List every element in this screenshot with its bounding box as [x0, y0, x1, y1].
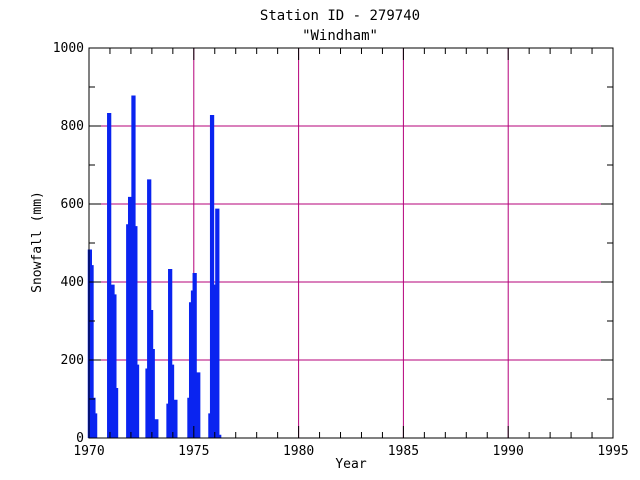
- x-tick-label: 1975: [178, 444, 209, 459]
- snowfall-bar: [173, 399, 178, 438]
- bar-series: [87, 95, 222, 438]
- y-tick-label: 200: [61, 353, 84, 368]
- x-tick-label: 1995: [597, 444, 628, 459]
- tick-marks: [88, 47, 614, 439]
- y-tick-label: 600: [61, 197, 84, 212]
- snowfall-bar: [134, 364, 140, 438]
- snowfall-bar: [154, 419, 159, 438]
- x-tick-label: 1985: [388, 444, 419, 459]
- plot-frame: [88, 47, 614, 439]
- snowfall-bar: [215, 208, 220, 438]
- snowfall-bar: [196, 372, 201, 438]
- snowfall-bar: [169, 364, 175, 438]
- snowfall-bar: [150, 349, 155, 438]
- snowfall-bar: [112, 294, 117, 438]
- snowfall-bar: [209, 115, 215, 438]
- y-axis-label: Snowfall (mm): [30, 191, 45, 293]
- snowfall-bar: [113, 388, 119, 438]
- tick-labels: 1970 1975 1980 1985 1990 1995 0 200 400 600 800 100…: [53, 41, 629, 459]
- y-tick-label: 800: [61, 119, 84, 134]
- y-tick-label: 400: [61, 275, 84, 290]
- grid-lines: [89, 48, 613, 438]
- snowfall-bar: [92, 413, 98, 438]
- snowfall-bar: [147, 179, 152, 438]
- y-tick-label: 1000: [53, 41, 84, 56]
- plot-border: [88, 47, 614, 439]
- snowfall-bar: [168, 269, 173, 438]
- x-axis-label: Year: [335, 457, 366, 472]
- snowfall-bar: [192, 272, 197, 438]
- snowfall-bar: [107, 113, 112, 438]
- chart-subtitle: "Windham": [302, 28, 378, 44]
- x-tick-label: 1970: [73, 444, 104, 459]
- snowfall-bar: [133, 226, 138, 438]
- chart-title: Station ID - 279740: [260, 8, 420, 24]
- snowfall-bar: [127, 196, 133, 438]
- snowfall-bar: [89, 265, 94, 438]
- x-tick-label: 1990: [493, 444, 524, 459]
- snowfall-bar: [217, 434, 222, 438]
- y-tick-label: 0: [76, 431, 84, 446]
- snowfall-bar: [211, 284, 217, 438]
- x-tick-label: 1980: [283, 444, 314, 459]
